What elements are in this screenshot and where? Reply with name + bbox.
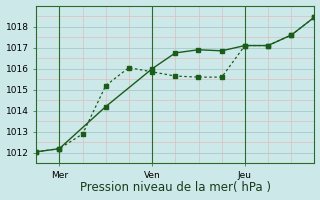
X-axis label: Pression niveau de la mer( hPa ): Pression niveau de la mer( hPa ) (80, 181, 271, 194)
